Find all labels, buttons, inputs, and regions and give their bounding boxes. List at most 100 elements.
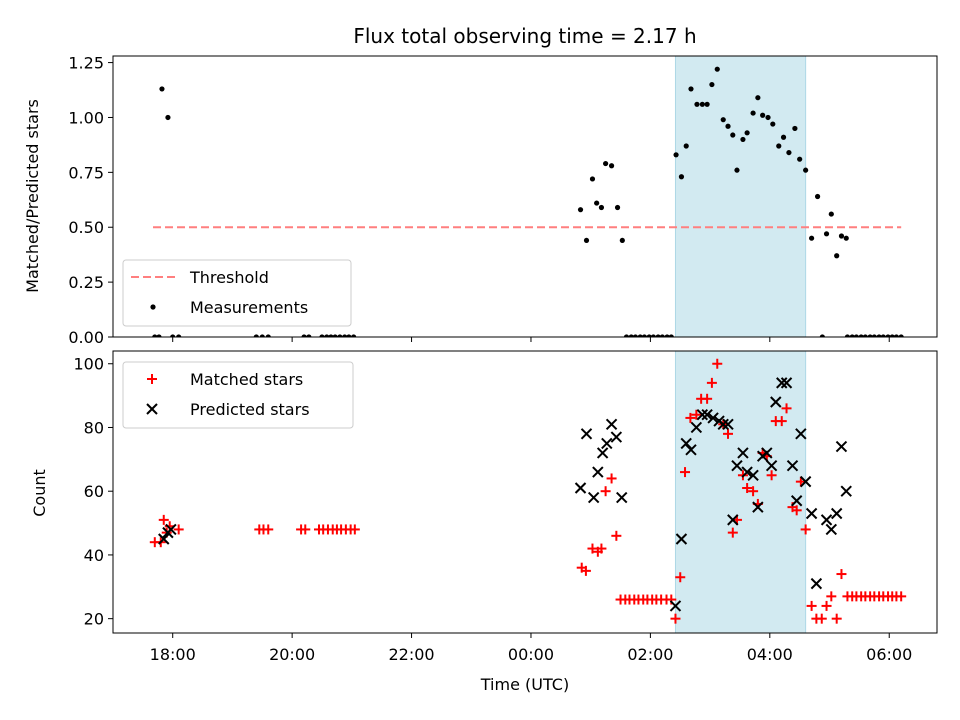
predicted-star-stroke	[616, 491, 628, 504]
predicted-star-stroke	[752, 501, 764, 513]
predicted-star-stroke	[601, 437, 613, 450]
matched-star-marker	[596, 543, 607, 554]
measurement-point	[843, 235, 849, 241]
measurement-point	[880, 334, 886, 337]
measurement-point	[730, 132, 736, 138]
y-tick-label: 0.25	[68, 273, 104, 292]
measurement-point	[709, 81, 715, 88]
measurement-point	[792, 125, 798, 132]
predicted-star-stroke	[790, 495, 803, 507]
predicted-star-marker	[616, 491, 628, 504]
predicted-star-marker	[780, 377, 793, 389]
matched-star-marker	[776, 416, 787, 427]
measurement-point	[814, 193, 821, 200]
measurement-point	[889, 334, 895, 337]
measurement-point	[346, 334, 352, 337]
predicted-star-stroke	[707, 412, 719, 424]
legend-box	[122, 259, 352, 327]
predicted-star-marker	[731, 460, 743, 472]
predicted-star-stroke	[780, 377, 793, 389]
observing-span	[675, 351, 806, 633]
measurement-point	[844, 334, 851, 337]
legend-measurement-swatch	[150, 304, 156, 310]
measurement-point	[623, 334, 630, 337]
predicted-star-marker	[165, 523, 177, 536]
matched-star-marker	[587, 543, 598, 554]
predicted-star-stroke	[610, 431, 623, 443]
measurement-point	[152, 334, 158, 337]
predicted-star-marker	[717, 418, 729, 430]
matched-star-marker	[300, 524, 311, 535]
predicted-star-marker	[840, 485, 852, 497]
measurement-point	[871, 334, 877, 337]
measurement-point	[328, 334, 334, 337]
y-tick-label: 0.00	[68, 328, 104, 347]
y-tick-label: 0.75	[68, 163, 104, 182]
predicted-star-marker	[707, 412, 719, 424]
matched-star-marker	[680, 467, 691, 478]
measurement-point	[646, 334, 652, 337]
measurement-point	[838, 233, 845, 239]
measurement-point	[734, 167, 740, 173]
predicted-star-marker	[737, 447, 749, 459]
measurement-point	[159, 86, 165, 92]
predicted-star-marker	[761, 447, 773, 459]
measurement-point	[253, 334, 259, 337]
predicted-star-marker	[685, 444, 697, 456]
matched-star-marker	[691, 409, 702, 420]
measurement-point	[603, 160, 609, 167]
predicted-star-marker	[727, 514, 739, 526]
measurement-point	[849, 334, 855, 337]
predicted-star-marker	[790, 495, 803, 507]
x-axis-label: Time (UTC)	[480, 675, 569, 694]
y-tick-label: 1.25	[68, 54, 104, 73]
measurement-point	[885, 334, 891, 337]
matched-star-marker	[836, 569, 847, 580]
predicted-star-marker	[765, 460, 778, 472]
measurement-point	[858, 334, 864, 337]
plot-frame	[112, 350, 938, 634]
legend-matched-label: Matched stars	[190, 370, 303, 389]
predicted-star-stroke	[761, 447, 773, 459]
matched-star-marker	[791, 505, 802, 516]
measurement-point	[351, 334, 357, 337]
x-tick-label: 00:00	[508, 645, 554, 664]
data-marks	[152, 66, 904, 337]
measurement-point	[834, 253, 840, 259]
measurement-point	[765, 114, 771, 121]
measurement-point	[780, 134, 787, 140]
predicted-star-stroke	[741, 466, 753, 478]
predicted-star-stroke	[786, 460, 799, 472]
predicted-star-stroke	[727, 514, 739, 526]
measurement-point	[776, 143, 782, 149]
predicted-star-marker	[701, 409, 713, 421]
measurement-point	[714, 66, 720, 72]
matched-star-marker	[826, 591, 837, 602]
matched-star-marker	[795, 476, 806, 487]
measurement-point	[720, 117, 726, 123]
measurement-point	[650, 334, 656, 337]
predicted-star-stroke	[596, 447, 609, 459]
measurement-point	[156, 334, 162, 337]
measurement-point	[797, 156, 803, 162]
matched-star-marker	[723, 428, 734, 439]
predicted-star-stroke	[680, 437, 692, 450]
measurement-point	[265, 334, 271, 337]
measurement-point	[704, 101, 710, 107]
y-tick-label: 0.50	[68, 218, 104, 237]
data-marks	[149, 358, 907, 624]
measurement-point	[853, 334, 859, 337]
measurement-point	[614, 204, 621, 211]
top-y-axis-label: Matched/Predicted stars	[23, 99, 42, 293]
measurement-point	[694, 101, 700, 107]
predicted-star-marker	[158, 533, 170, 545]
measurement-point	[740, 136, 746, 143]
matched-star-marker	[766, 470, 777, 481]
measurement-point	[655, 334, 661, 337]
predicted-star-stroke	[799, 475, 812, 488]
measurement-point	[332, 334, 338, 337]
matched-star-marker	[158, 514, 169, 525]
predicted-star-marker	[669, 600, 682, 612]
predicted-star-marker	[795, 428, 807, 440]
matched-star-marker	[806, 600, 817, 611]
